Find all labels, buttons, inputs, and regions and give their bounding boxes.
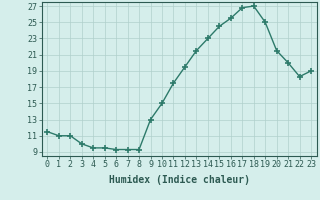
X-axis label: Humidex (Indice chaleur): Humidex (Indice chaleur) [109,175,250,185]
